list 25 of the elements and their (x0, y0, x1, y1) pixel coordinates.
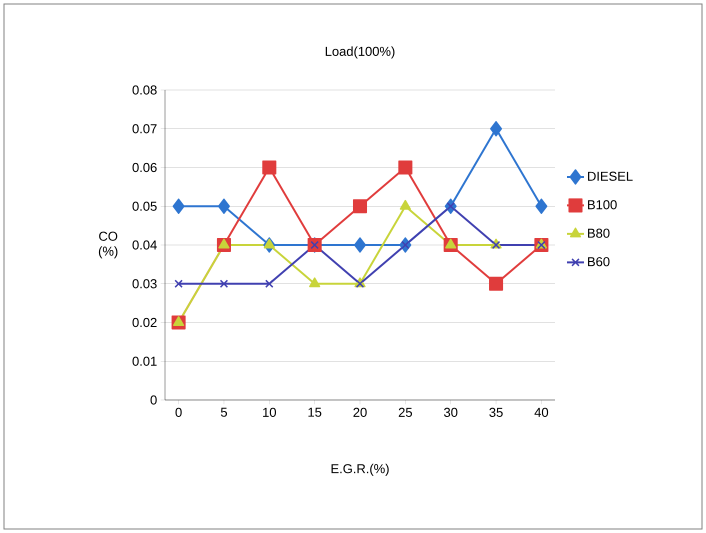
x-tick-label: 20 (353, 408, 367, 417)
x-tick-label: 35 (489, 408, 503, 417)
legend-label: B100 (588, 200, 617, 210)
x-tick-label: 0 (176, 408, 182, 417)
x-tick-label: 25 (398, 408, 412, 417)
x-tick-label: 5 (220, 408, 228, 417)
y-tick-label: 0.04 (132, 240, 157, 250)
x-tick-label: 15 (308, 408, 322, 417)
legend-label: B60 (588, 257, 610, 266)
legend-label: B80 (588, 228, 610, 238)
y-tick-label: 0.01 (132, 356, 157, 366)
chart-title: Load(100%) (326, 46, 394, 59)
y-tick-label: 0.06 (132, 162, 157, 172)
y-axis-title: CO (%) (98, 232, 118, 258)
x-tick-label: 10 (263, 408, 276, 417)
y-tick-label: 0.08 (132, 85, 157, 95)
x-axis-title: E.G.R.(%) (332, 464, 389, 476)
y-tick-label: 0.05 (132, 202, 157, 211)
x-tick-label: 40 (534, 408, 548, 417)
legend-label: DIESEL (588, 172, 633, 181)
y-tick-label: 0.07 (132, 124, 157, 134)
y-tick-label: 0 (150, 395, 157, 405)
y-tick-label: 0.03 (132, 279, 157, 288)
y-tick-label: 0.02 (132, 318, 157, 328)
x-tick-label: 30 (444, 408, 458, 417)
